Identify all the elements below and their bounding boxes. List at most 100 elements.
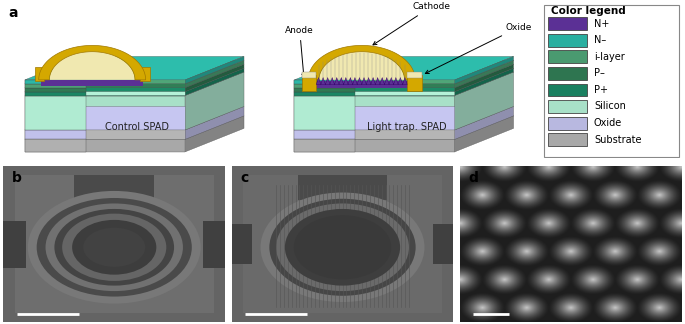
Polygon shape xyxy=(25,68,244,92)
Text: Control SPAD: Control SPAD xyxy=(105,122,169,132)
Polygon shape xyxy=(140,67,149,81)
Polygon shape xyxy=(295,92,455,96)
Ellipse shape xyxy=(45,203,183,291)
Text: a: a xyxy=(9,6,18,20)
Polygon shape xyxy=(39,45,146,80)
Polygon shape xyxy=(25,116,244,139)
Bar xyxy=(548,51,587,63)
Polygon shape xyxy=(295,139,356,152)
Bar xyxy=(75,175,154,200)
Text: Anode: Anode xyxy=(286,26,314,77)
Bar xyxy=(298,175,387,200)
Polygon shape xyxy=(295,130,455,139)
Polygon shape xyxy=(455,107,514,139)
Polygon shape xyxy=(455,72,514,130)
Polygon shape xyxy=(295,130,356,139)
Polygon shape xyxy=(49,52,135,80)
Polygon shape xyxy=(295,60,514,84)
Polygon shape xyxy=(455,68,514,96)
Bar xyxy=(232,224,251,264)
Ellipse shape xyxy=(294,215,391,279)
Polygon shape xyxy=(295,88,356,92)
Polygon shape xyxy=(295,88,455,92)
Bar xyxy=(242,175,443,313)
Polygon shape xyxy=(185,107,244,139)
Text: i-layer: i-layer xyxy=(594,52,625,62)
Polygon shape xyxy=(295,96,455,130)
Bar xyxy=(548,133,587,146)
Polygon shape xyxy=(25,92,185,96)
Polygon shape xyxy=(455,116,514,152)
Polygon shape xyxy=(25,130,185,139)
Ellipse shape xyxy=(62,214,166,281)
Polygon shape xyxy=(295,92,356,96)
Polygon shape xyxy=(25,88,86,92)
Polygon shape xyxy=(455,60,514,88)
Polygon shape xyxy=(25,84,185,88)
Polygon shape xyxy=(319,52,405,80)
Text: P+: P+ xyxy=(594,85,608,95)
Text: b: b xyxy=(12,171,22,185)
Polygon shape xyxy=(295,107,514,130)
Ellipse shape xyxy=(54,209,174,286)
Bar xyxy=(14,175,214,313)
Polygon shape xyxy=(455,56,514,84)
Polygon shape xyxy=(295,80,455,84)
Bar xyxy=(548,17,587,30)
Text: N–: N– xyxy=(594,35,606,45)
Polygon shape xyxy=(25,130,86,139)
Polygon shape xyxy=(25,80,86,84)
Text: P–: P– xyxy=(594,68,605,78)
Polygon shape xyxy=(295,68,514,92)
Ellipse shape xyxy=(276,203,409,291)
Polygon shape xyxy=(25,72,244,96)
Text: Silicon: Silicon xyxy=(594,101,626,111)
Polygon shape xyxy=(35,67,44,81)
Bar xyxy=(548,117,587,130)
Text: Oxide: Oxide xyxy=(425,23,532,74)
Text: Cathode: Cathode xyxy=(373,3,450,45)
Polygon shape xyxy=(25,96,86,130)
Text: Light trap. SPAD: Light trap. SPAD xyxy=(367,122,447,132)
Polygon shape xyxy=(316,77,407,85)
Polygon shape xyxy=(25,80,185,84)
Bar xyxy=(434,224,453,264)
Polygon shape xyxy=(25,60,244,84)
Bar xyxy=(548,84,587,97)
Bar xyxy=(548,67,587,80)
Polygon shape xyxy=(295,116,514,139)
Text: Color legend: Color legend xyxy=(551,6,625,16)
Polygon shape xyxy=(407,75,422,91)
Polygon shape xyxy=(185,60,244,88)
Polygon shape xyxy=(25,56,244,80)
Polygon shape xyxy=(295,139,455,152)
Polygon shape xyxy=(185,64,244,92)
Polygon shape xyxy=(311,81,412,88)
Text: Substrate: Substrate xyxy=(594,135,641,145)
Ellipse shape xyxy=(269,199,416,296)
Ellipse shape xyxy=(37,198,192,296)
Ellipse shape xyxy=(28,191,201,304)
Polygon shape xyxy=(185,68,244,96)
Polygon shape xyxy=(185,56,244,84)
Bar xyxy=(3,221,25,268)
Bar xyxy=(203,221,225,268)
Polygon shape xyxy=(185,116,244,152)
Polygon shape xyxy=(25,107,244,130)
Ellipse shape xyxy=(276,203,409,291)
Polygon shape xyxy=(25,88,185,92)
Ellipse shape xyxy=(72,220,156,275)
Ellipse shape xyxy=(285,209,400,286)
Text: N+: N+ xyxy=(594,18,610,29)
Text: c: c xyxy=(240,171,249,185)
Polygon shape xyxy=(301,72,316,78)
Polygon shape xyxy=(25,96,185,130)
Text: d: d xyxy=(469,171,479,185)
Polygon shape xyxy=(25,139,86,152)
Polygon shape xyxy=(295,72,514,96)
Polygon shape xyxy=(295,84,356,88)
Polygon shape xyxy=(301,75,316,91)
Polygon shape xyxy=(407,72,422,78)
Polygon shape xyxy=(295,80,356,84)
Bar xyxy=(548,34,587,47)
